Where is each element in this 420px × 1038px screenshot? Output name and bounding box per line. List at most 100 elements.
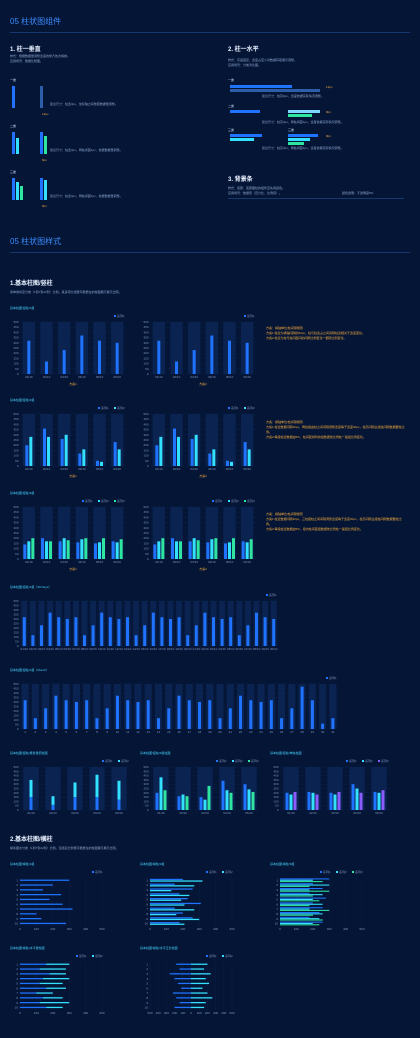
bar bbox=[210, 539, 214, 559]
bar bbox=[208, 700, 212, 729]
legend-swatch bbox=[232, 760, 234, 762]
y-tick-label: 400 bbox=[13, 774, 18, 778]
bar bbox=[22, 617, 26, 646]
legend-swatch bbox=[346, 760, 348, 762]
x-tick-label: 0 bbox=[149, 927, 151, 931]
bar-background bbox=[216, 684, 224, 729]
bar-background bbox=[93, 684, 101, 729]
x-tick-label: 100 bbox=[34, 1011, 39, 1015]
sample-bar bbox=[40, 86, 43, 108]
legend-swatch bbox=[326, 677, 328, 679]
x-tick-label: 05/10 bbox=[96, 467, 104, 471]
y-tick-label: 300 bbox=[143, 782, 148, 786]
bar bbox=[280, 907, 323, 909]
legend-entry: 系列2 bbox=[117, 405, 125, 410]
x-tick-label: 21 bbox=[229, 730, 233, 734]
bar bbox=[280, 903, 323, 905]
y-tick-label: 250 bbox=[273, 787, 278, 791]
x-tick-label: 500 bbox=[99, 1011, 104, 1015]
bar bbox=[60, 438, 64, 466]
x-tick-label: 400 bbox=[213, 927, 218, 931]
bar bbox=[20, 968, 40, 970]
bar bbox=[100, 461, 103, 466]
x-tick-label: 500 bbox=[147, 1011, 152, 1015]
x-tick-label: 02/10 bbox=[43, 467, 51, 471]
y-tick-label: 7 bbox=[276, 907, 278, 911]
legend-entry: 系列1 bbox=[117, 313, 125, 318]
sample-bar bbox=[288, 114, 312, 117]
bar bbox=[191, 973, 211, 975]
bar bbox=[62, 538, 66, 559]
bar bbox=[191, 987, 203, 989]
vertical-group3-caption: 建议尺寸：柱宽3px，两柱间距1px，依据数据量调整。 bbox=[50, 194, 123, 198]
y-tick-label: 100 bbox=[13, 718, 18, 722]
x-tick-label: 0 bbox=[19, 1011, 21, 1015]
x-tick-label: 19 bbox=[208, 730, 212, 734]
bar bbox=[280, 905, 310, 907]
bar bbox=[73, 797, 77, 810]
y-tick-label: 50 bbox=[275, 804, 279, 808]
x-tick-label: 02/10 bbox=[49, 811, 57, 815]
annotation-line: 方案2:柱宽为柱与柱间距间的间隔比例变化一都随比例变化。 bbox=[266, 336, 347, 340]
bar bbox=[143, 625, 147, 646]
legend-swatch bbox=[98, 500, 100, 502]
x-tick-label: 19/10 bbox=[175, 647, 183, 651]
y-tick-label: 300 bbox=[143, 526, 148, 530]
x-tick-label: 05/10 bbox=[226, 467, 234, 471]
chart-label: 基本柱图/横柱/2组 bbox=[140, 862, 165, 866]
chart-label: 基本柱图/横柱/水平量柱图 bbox=[10, 946, 45, 950]
x-tick-label: 11/10 bbox=[107, 647, 115, 651]
bar bbox=[96, 460, 99, 466]
bar bbox=[280, 900, 320, 902]
bar bbox=[20, 889, 43, 891]
legend-swatch bbox=[114, 407, 116, 409]
y-tick-label: 3 bbox=[16, 972, 18, 976]
bar bbox=[111, 541, 115, 559]
bar bbox=[280, 892, 310, 894]
y-tick-label: 350 bbox=[143, 428, 148, 432]
bar bbox=[203, 612, 207, 646]
y-tick-label: 50 bbox=[15, 367, 19, 371]
legend-entry: 系列3 bbox=[117, 498, 125, 503]
x-tick-label: 8 bbox=[96, 730, 98, 734]
y-tick-label: 9 bbox=[276, 917, 278, 921]
x-tick-label: 05/10 bbox=[375, 811, 383, 815]
bar bbox=[160, 617, 164, 646]
bar bbox=[280, 897, 326, 899]
bar bbox=[150, 898, 188, 900]
vertical-group3-value: 8px bbox=[42, 204, 47, 208]
bar bbox=[117, 449, 121, 466]
x-tick-label: 25 bbox=[270, 730, 274, 734]
x-tick-label: 01/10 bbox=[25, 467, 33, 471]
legend-swatch bbox=[378, 760, 380, 762]
x-tick-label: 01/10 bbox=[155, 375, 163, 379]
y-tick-label: 0 bbox=[17, 808, 19, 812]
bar bbox=[229, 792, 233, 810]
y-tick-label: 100 bbox=[273, 799, 278, 803]
bar bbox=[280, 912, 320, 914]
x-tick-label: 03/10 bbox=[190, 467, 198, 471]
bar bbox=[293, 791, 297, 810]
y-tick-label: 2 bbox=[16, 967, 18, 971]
annotation-line: 方案1:柱宽为横轴间隔的20px，柱与柱宽占之间间隔柱宽相关于宽度变化。 bbox=[266, 331, 366, 335]
y-tick-label: 150 bbox=[143, 541, 148, 545]
x-tick-label: 500 bbox=[359, 927, 364, 931]
sample-bar bbox=[16, 138, 19, 154]
bar bbox=[186, 635, 190, 646]
bar bbox=[84, 538, 88, 559]
y-tick-label: 100 bbox=[13, 547, 18, 551]
y-tick-label: 300 bbox=[273, 782, 278, 786]
bar bbox=[185, 796, 189, 810]
x-tick-label: 11 bbox=[126, 730, 129, 734]
y-tick-label: 2 bbox=[16, 883, 18, 887]
horizontal-desc2: 应用场景：分类对比图。 bbox=[228, 63, 262, 67]
bar bbox=[246, 625, 250, 646]
x-tick-label: 30 bbox=[321, 730, 325, 734]
legend-swatch bbox=[118, 760, 120, 762]
bar bbox=[208, 453, 212, 466]
y-tick-label: 300 bbox=[143, 433, 148, 437]
y-tick-label: 5 bbox=[146, 982, 148, 986]
bar bbox=[20, 918, 42, 920]
legend-entry: 系列1 bbox=[101, 405, 109, 410]
